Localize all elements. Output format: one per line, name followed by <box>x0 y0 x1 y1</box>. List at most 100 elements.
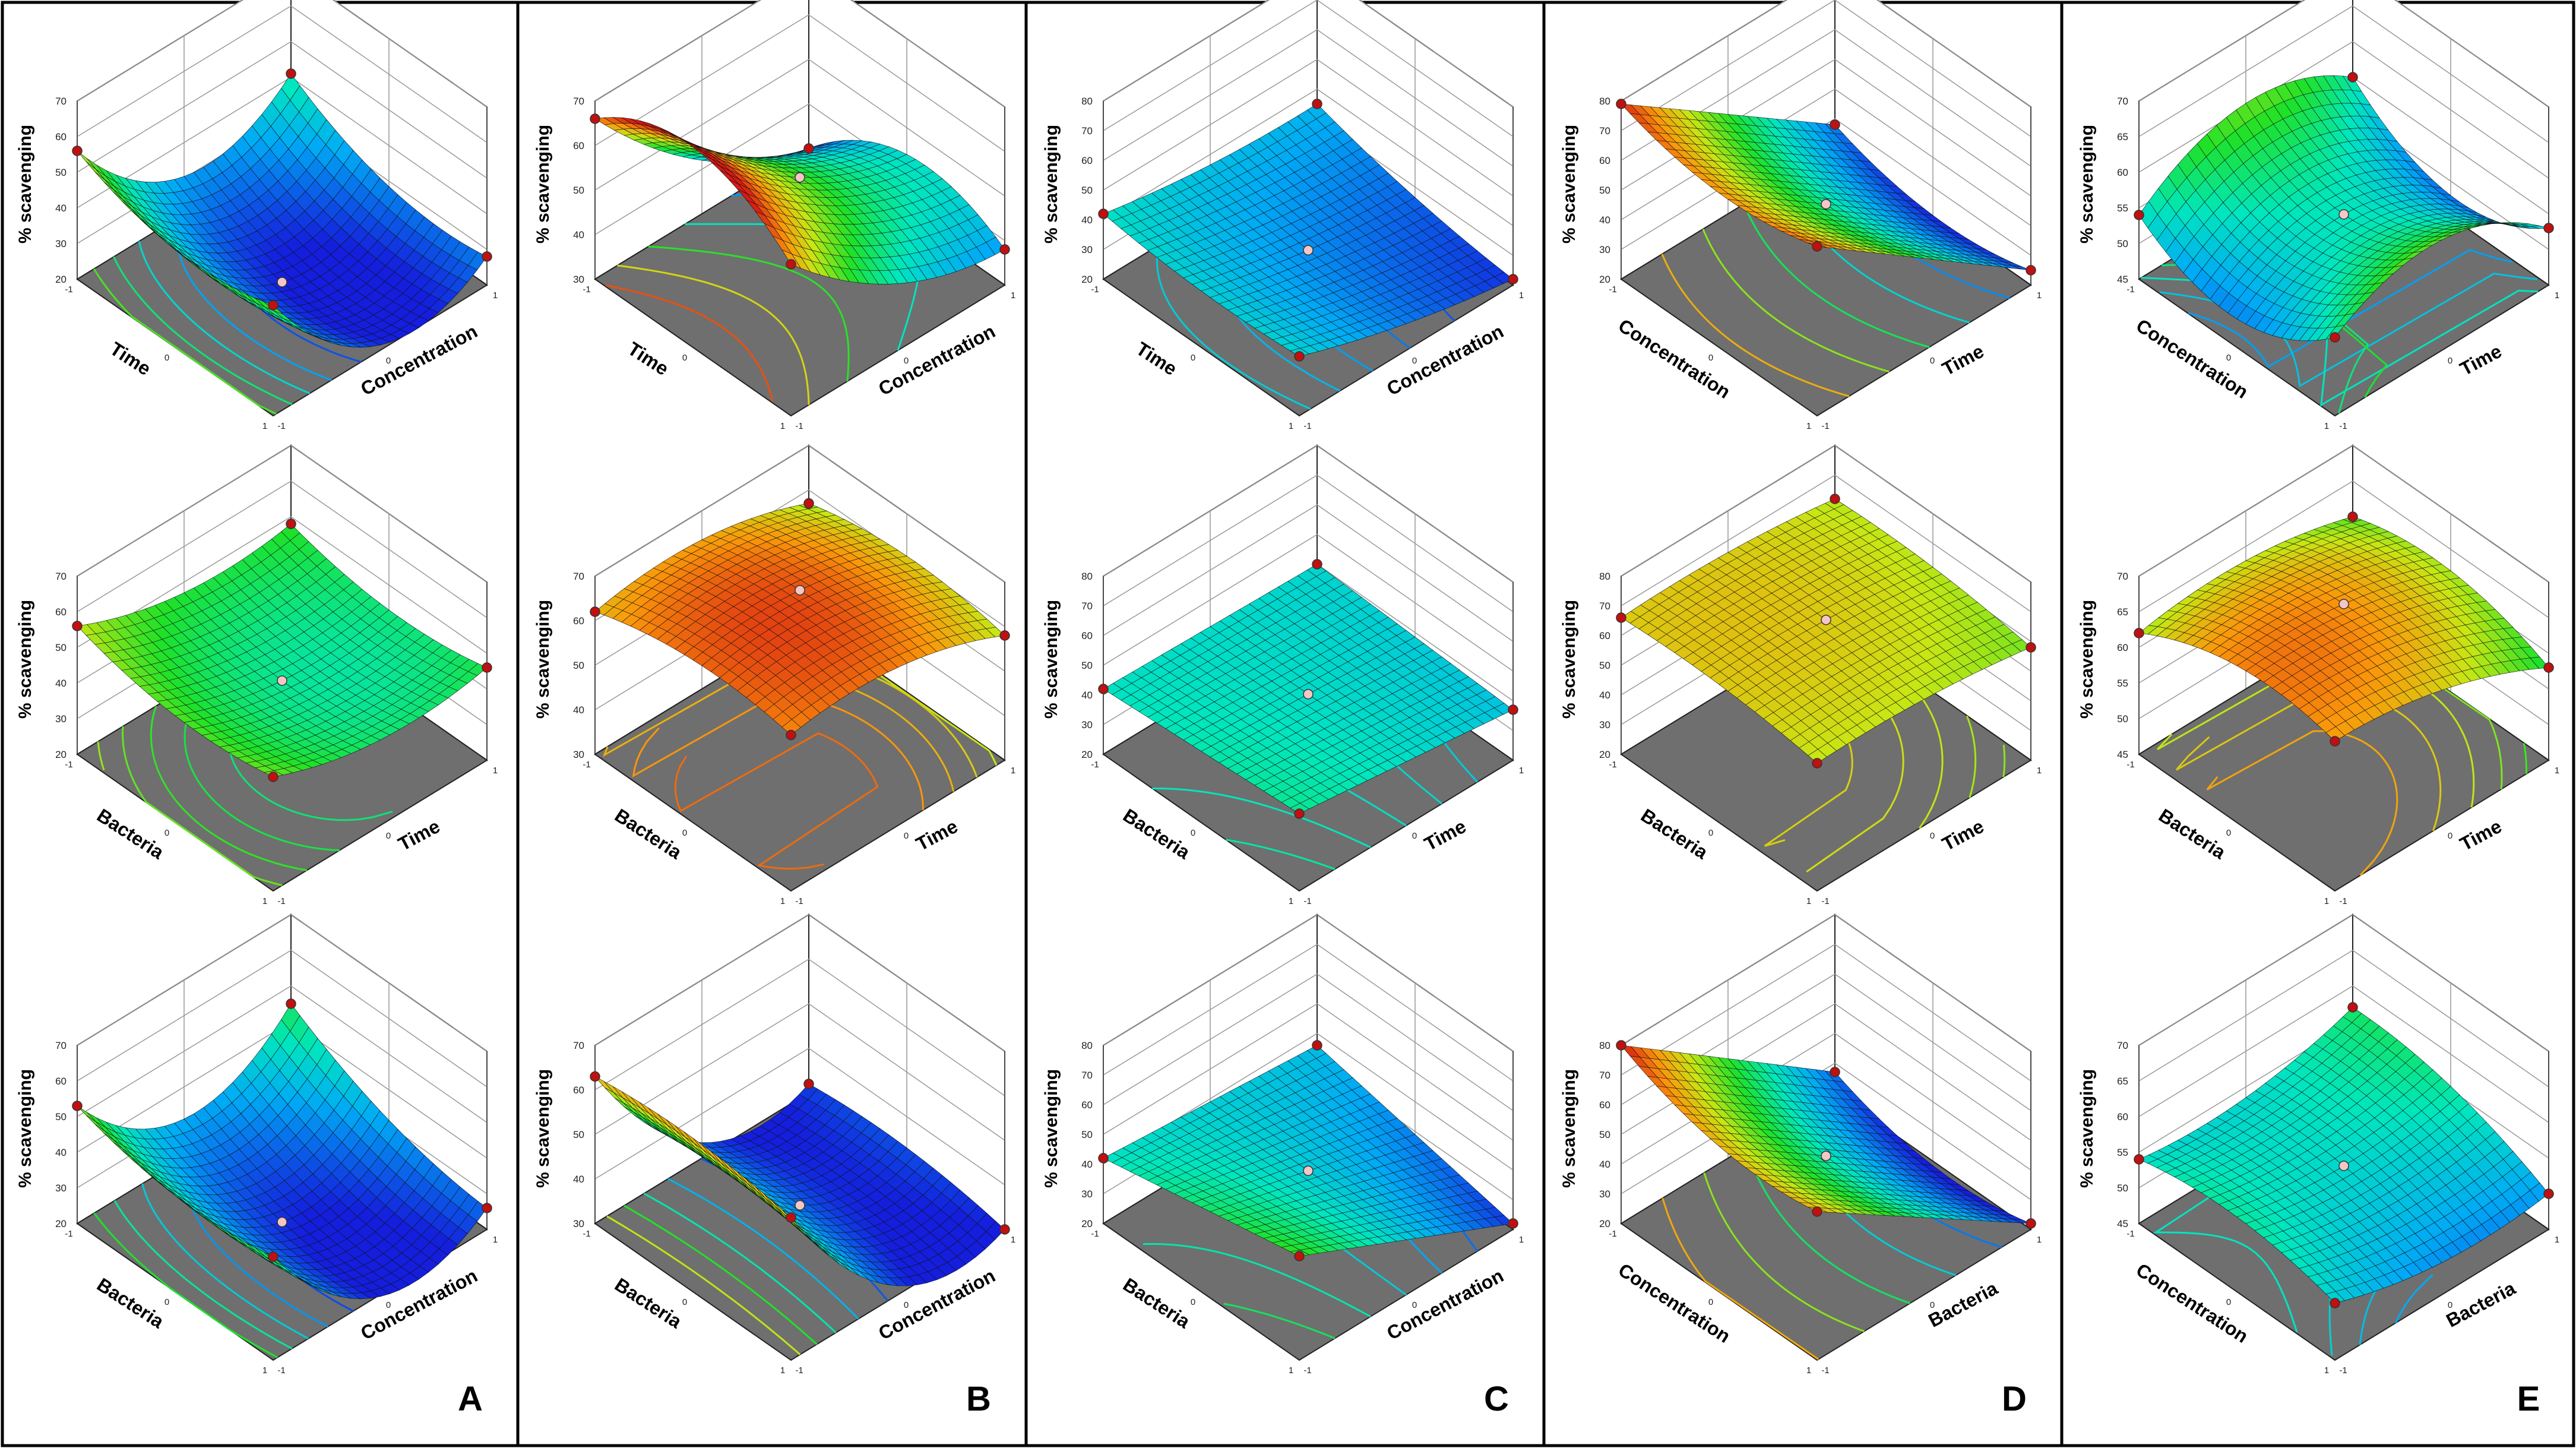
z-tick-label: 40 <box>1081 214 1093 226</box>
z-gridline <box>77 480 488 618</box>
x-tick-label: 0 <box>682 828 687 838</box>
design-point <box>1303 689 1314 700</box>
z-tick-label: 30 <box>573 274 584 285</box>
design-point <box>1294 1251 1305 1262</box>
response-surface <box>77 523 488 777</box>
z-tick-label: 70 <box>1599 125 1610 137</box>
contour-line <box>138 241 311 394</box>
z-tick-label: 60 <box>573 615 584 627</box>
z-tick-label: 40 <box>1599 214 1610 226</box>
design-point <box>795 172 805 183</box>
design-point <box>72 146 83 156</box>
z-tick-label: 30 <box>1599 244 1610 255</box>
z-tick-label: 70 <box>1081 1070 1093 1081</box>
z-tick-label: 70 <box>573 96 584 107</box>
z-tick-label: 70 <box>573 1040 584 1051</box>
z-tick-label: 20 <box>1081 749 1093 760</box>
design-point <box>803 498 814 509</box>
z-tick-label: 30 <box>55 713 67 725</box>
design-point <box>277 675 287 686</box>
z-tick-label: 30 <box>1081 719 1093 731</box>
z-tick-label: 60 <box>573 140 584 151</box>
y-tick-label: 0 <box>386 1300 391 1310</box>
x-axis-label: Bacteria <box>611 1273 686 1332</box>
design-point <box>1312 99 1322 109</box>
x-axis-label: Bacteria <box>1119 1273 1194 1332</box>
x-tick-label: 1 <box>1289 896 1293 906</box>
z-tick-label: 50 <box>1599 185 1610 196</box>
contour-line <box>648 245 850 382</box>
z-gridline <box>77 950 488 1087</box>
y-tick-label: -1 <box>795 896 803 906</box>
z-axis-label: % scavenging <box>1042 600 1061 719</box>
z-tick-label: 30 <box>1081 1188 1093 1200</box>
y-tick-label: -1 <box>795 1365 803 1376</box>
x-tick-label: -1 <box>1091 760 1099 770</box>
y-tick-label: 1 <box>1011 290 1015 301</box>
z-tick-label: 50 <box>573 660 584 671</box>
design-point <box>1312 1040 1322 1051</box>
contour-line <box>113 1200 293 1349</box>
design-point <box>590 113 600 124</box>
y-tick-label: 1 <box>1011 766 1015 776</box>
x-axis-label: Bacteria <box>93 1273 168 1332</box>
design-point <box>1508 1218 1518 1229</box>
design-point <box>1098 208 1109 219</box>
x-tick-label: 1 <box>262 1365 267 1376</box>
x-tick-label: 0 <box>682 1297 687 1307</box>
design-point <box>286 519 296 529</box>
z-tick-label: 50 <box>55 1111 67 1123</box>
z-tick-label: 40 <box>573 1174 584 1185</box>
z-axis-label: % scavenging <box>533 600 553 719</box>
design-point <box>786 729 796 741</box>
design-point <box>268 1251 279 1262</box>
z-axis-label: % scavenging <box>533 125 553 244</box>
z-gridline <box>77 0 488 108</box>
z-tick-label: 50 <box>1081 660 1093 671</box>
y-tick-label: -1 <box>277 896 285 906</box>
z-tick-label: 30 <box>55 238 67 249</box>
x-tick-label: -1 <box>65 284 72 295</box>
z-gridline <box>594 0 1005 108</box>
x-tick-label: 0 <box>164 1297 169 1307</box>
design-point <box>803 143 814 154</box>
response-surface <box>77 73 488 348</box>
y-tick-label: 1 <box>493 290 498 301</box>
contour-line <box>113 256 293 406</box>
y-tick-label: -1 <box>1303 1365 1311 1376</box>
x-tick-label: 0 <box>164 828 169 838</box>
z-gridline <box>77 914 488 1052</box>
x-axis-label: Time <box>1132 338 1181 380</box>
design-point <box>1303 245 1314 255</box>
z-tick-label: 40 <box>573 704 584 716</box>
z-tick-label: 70 <box>55 1040 67 1051</box>
z-tick-label: 60 <box>1081 155 1093 166</box>
x-tick-label: 1 <box>780 1365 785 1376</box>
contour-line <box>97 741 105 770</box>
design-point <box>482 1203 492 1213</box>
design-point <box>1312 559 1322 570</box>
panel-letter-D: D <box>2002 1380 2027 1418</box>
contour-line <box>93 268 277 415</box>
design-point <box>1508 274 1518 284</box>
z-tick-label: 70 <box>55 571 67 582</box>
y-tick-label: 1 <box>493 766 498 776</box>
z-tick-label: 60 <box>1081 630 1093 641</box>
x-tick-label: -1 <box>1091 1229 1099 1239</box>
design-point <box>277 1216 287 1228</box>
z-tick-label: 40 <box>55 1147 67 1158</box>
z-tick-label: 20 <box>1599 274 1610 285</box>
x-axis-label: Time <box>624 338 673 380</box>
y-tick-label: 1 <box>1519 766 1524 776</box>
design-point <box>590 1071 600 1082</box>
response-surface <box>594 117 1005 284</box>
panel-letter-C: C <box>1484 1380 1509 1418</box>
y-tick-label: -1 <box>277 421 285 431</box>
